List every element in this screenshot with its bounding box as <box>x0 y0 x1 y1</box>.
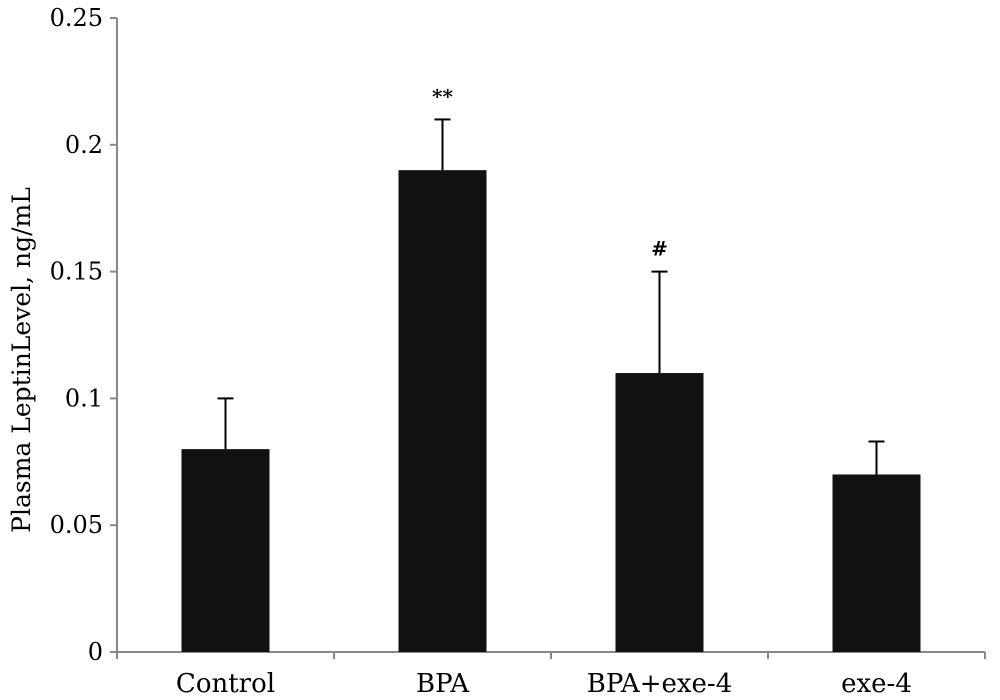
significance-marker: ** <box>432 84 453 108</box>
significance-annotations: ** # <box>432 84 668 260</box>
y-tick-label: 0.2 <box>65 131 103 159</box>
bar <box>615 373 704 652</box>
y-tick-label: 0.05 <box>50 511 103 539</box>
error-bars <box>217 118 885 475</box>
bar <box>398 170 487 652</box>
y-tick-label: 0 <box>88 638 103 666</box>
y-tick-label: 0.15 <box>50 258 103 286</box>
bar <box>181 449 270 652</box>
x-category-label: BPA+exe-4 <box>587 669 733 699</box>
x-axis-labels: Control BPA BPA+exe-4 exe-4 <box>176 669 912 699</box>
x-category-label: BPA <box>416 669 470 699</box>
y-axis-ticks: 0 0.05 0.1 0.15 0.2 0.25 <box>50 4 117 666</box>
chart-bars <box>181 170 921 652</box>
x-category-label: exe-4 <box>841 669 912 699</box>
y-tick-label: 0.1 <box>65 384 103 412</box>
y-tick-label: 0.25 <box>50 4 103 32</box>
significance-marker: # <box>651 237 668 261</box>
bar <box>832 474 921 652</box>
x-category-label: Control <box>176 669 275 699</box>
y-axis-title: Plasma LeptinLevel, ng/mL <box>7 187 36 533</box>
